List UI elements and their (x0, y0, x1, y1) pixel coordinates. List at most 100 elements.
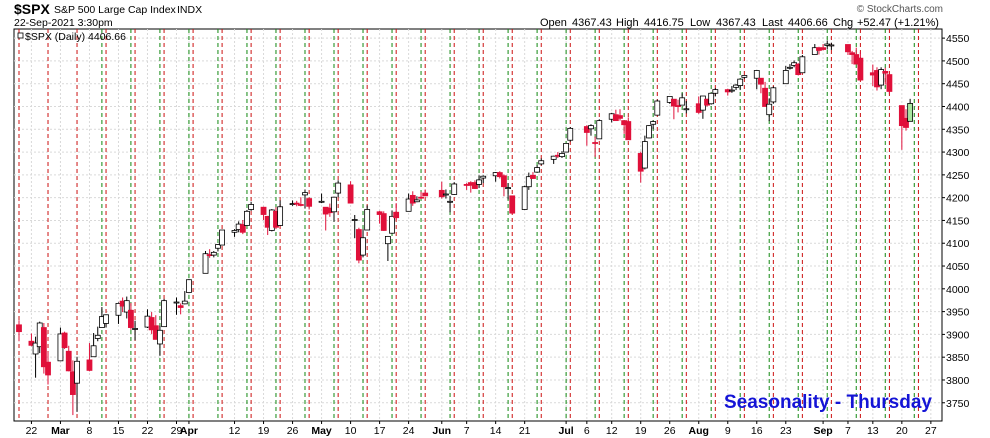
candle (331, 196, 337, 222)
candle-body (530, 174, 536, 179)
y-tick-label: 3950 (946, 307, 970, 319)
x-tick-label: 21 (519, 425, 531, 437)
candle-body (538, 160, 545, 165)
candle (646, 125, 652, 139)
candle (886, 74, 893, 95)
candle (509, 195, 516, 215)
candle-body (849, 52, 856, 55)
candle-body (799, 56, 806, 74)
copyright-text: © StockCharts.com (857, 4, 943, 15)
candle (297, 197, 304, 207)
candle (260, 206, 267, 220)
candle (351, 214, 358, 239)
candle (306, 198, 313, 210)
candle-body (443, 193, 449, 196)
candle-body (592, 142, 599, 144)
candle-body (534, 167, 540, 173)
candle-body (422, 192, 429, 197)
candle (501, 174, 507, 197)
candle-body (318, 200, 325, 203)
exchange-label: INDX (177, 4, 202, 16)
candle (277, 200, 284, 226)
candle-body (132, 328, 138, 330)
candle-body (596, 120, 603, 140)
candle-body (712, 89, 719, 94)
candle (770, 86, 777, 104)
candle (654, 99, 661, 116)
candle-body (45, 361, 51, 376)
candle (132, 320, 138, 341)
candle-body (820, 47, 826, 50)
candle (782, 65, 789, 85)
candle-body (157, 329, 163, 345)
candle (550, 155, 557, 164)
symbol-label: $SPX (14, 1, 50, 17)
candle (588, 124, 594, 136)
candle (115, 302, 122, 324)
candle-body (61, 332, 68, 349)
candle (753, 70, 760, 90)
x-tick-label: 12 (606, 425, 618, 437)
candle-body (186, 279, 192, 293)
candle (679, 93, 686, 106)
candle-body (741, 75, 748, 78)
candle (61, 331, 68, 349)
candle (447, 195, 453, 213)
candle-body (758, 77, 764, 85)
candle-body (364, 209, 371, 231)
candle (729, 85, 735, 93)
candle (741, 75, 748, 79)
candle (202, 250, 209, 274)
candle-body (414, 199, 420, 203)
candle (849, 50, 856, 65)
candle (405, 193, 412, 212)
candle-body (331, 196, 337, 213)
candle (443, 189, 449, 199)
candle-body (505, 187, 511, 190)
candle (525, 172, 532, 190)
candle-body (679, 97, 686, 106)
candle-body (173, 301, 180, 304)
candle-body (351, 219, 358, 221)
candle-body (148, 317, 155, 331)
candle (376, 210, 383, 224)
candle (248, 201, 255, 211)
candle-body (360, 237, 366, 256)
candle-body (675, 105, 681, 107)
last-value: 4406.66 (788, 17, 828, 29)
x-tick-label: 17 (374, 425, 386, 437)
candle (787, 64, 793, 70)
candle (712, 88, 719, 97)
candle-body (115, 302, 122, 316)
candle (157, 325, 163, 356)
candle (90, 333, 97, 358)
candle (898, 105, 905, 150)
candle-body (103, 314, 109, 324)
last-label: Last (762, 17, 783, 29)
candlesticks (16, 40, 914, 416)
y-tick-label: 4050 (946, 261, 970, 273)
high-value: 4416.75 (644, 17, 684, 29)
candle (766, 98, 773, 122)
candle-body (509, 195, 516, 214)
candle (650, 120, 657, 130)
y-tick-label: 3900 (946, 329, 970, 341)
x-tick-label: 19 (258, 425, 270, 437)
candle (563, 142, 570, 153)
candle-body (219, 229, 225, 246)
candle (94, 326, 101, 342)
candle (617, 109, 623, 121)
candle-body (128, 309, 134, 328)
open-label: Open (540, 17, 567, 29)
candle-body (277, 206, 284, 226)
candle-body (297, 204, 304, 206)
candle-body (650, 121, 657, 125)
candle-body (409, 194, 416, 204)
x-tick-label: 22 (142, 425, 154, 437)
y-tick-label: 4350 (946, 124, 970, 136)
x-tick-label: 7 (464, 425, 470, 437)
x-tick-label: 10 (345, 425, 357, 437)
candle (347, 181, 354, 204)
